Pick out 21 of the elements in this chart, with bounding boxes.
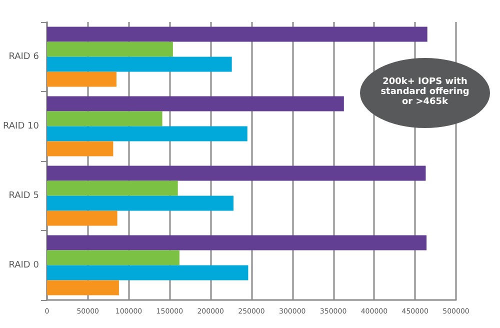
bar: [46, 235, 427, 250]
annotation: 200k+ IOPS with standard offering or >465k: [380, 77, 470, 107]
bar: [46, 196, 234, 211]
bar: [46, 126, 248, 142]
bar: [46, 26, 428, 42]
bar: [46, 250, 180, 266]
bar: [46, 280, 119, 296]
y-tick-label: RAID 10: [2, 121, 40, 132]
bar: [46, 56, 232, 72]
y-tick-label: RAID 6: [8, 52, 40, 62]
bar: [46, 210, 118, 226]
bar: [46, 166, 426, 181]
bar: [46, 265, 248, 280]
bar: [46, 180, 178, 196]
bar: [46, 72, 116, 87]
bar: [46, 111, 162, 126]
y-tick-label: RAID 0: [8, 260, 40, 270]
bar: [46, 96, 344, 112]
bar: [46, 141, 114, 156]
bar: [46, 42, 173, 57]
y-tick-label: RAID 5: [8, 190, 39, 201]
